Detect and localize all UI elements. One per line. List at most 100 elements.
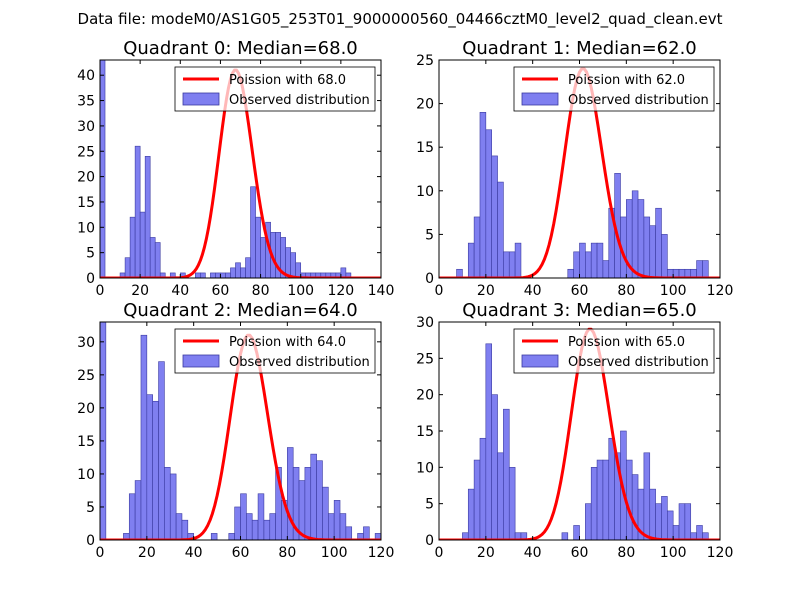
histogram-bar: [702, 532, 709, 540]
histogram-bar: [169, 473, 177, 540]
histogram-bar: [146, 394, 153, 540]
histogram-bar: [152, 400, 159, 540]
histogram-bar: [672, 525, 680, 540]
histogram-bar: [514, 242, 522, 278]
legend-line-label: Poission with 64.0: [229, 335, 346, 350]
histogram-bar: [479, 437, 487, 540]
histogram-bar: [655, 207, 662, 278]
histogram-bar: [228, 533, 235, 540]
legend-bar-label: Observed distribution: [568, 355, 709, 370]
histogram-bar: [631, 474, 639, 540]
histogram-bar: [149, 237, 156, 278]
x-tick-label: 20: [138, 545, 156, 561]
y-tick-label: 25: [77, 368, 95, 384]
x-tick-label: 20: [477, 545, 495, 561]
x-tick-label: 100: [321, 545, 348, 561]
histogram-bar: [678, 503, 686, 540]
x-tick-label: 120: [327, 283, 354, 299]
histogram-bar: [210, 272, 216, 278]
histogram-bar: [304, 467, 312, 540]
y-tick-label: 0: [86, 533, 95, 549]
x-tick-label: 40: [185, 545, 203, 561]
histogram-bar: [200, 272, 206, 278]
histogram-bar: [590, 467, 598, 540]
histogram-bar: [154, 242, 161, 278]
histogram-bar: [322, 486, 329, 540]
histogram-bar: [661, 496, 668, 540]
x-tick-label: 100: [660, 545, 687, 561]
histogram-bar: [257, 493, 265, 540]
legend: Poission with 62.0 Observed distribution: [513, 66, 715, 112]
histogram-bar: [195, 272, 201, 278]
histogram-bar: [175, 513, 183, 540]
histogram-bar: [328, 513, 335, 540]
histogram-bar: [287, 447, 294, 540]
histogram-bar: [345, 272, 352, 278]
histogram-bar: [649, 225, 656, 278]
x-tick-label: 80: [278, 545, 296, 561]
histogram-bar: [684, 503, 692, 540]
histogram-bar: [585, 503, 592, 540]
y-tick-label: 15: [416, 424, 434, 440]
x-tick-label: 0: [96, 545, 105, 561]
histogram-bar: [661, 234, 668, 278]
histogram-bar: [100, 60, 106, 278]
histogram-bar: [246, 513, 253, 540]
histogram-bar: [158, 361, 165, 540]
histogram-bar: [220, 272, 226, 278]
histogram-bar: [696, 260, 703, 278]
histogram-bar: [473, 216, 481, 278]
histogram-bar: [637, 199, 645, 278]
histogram-bar: [508, 467, 516, 540]
histogram-bar: [164, 467, 171, 540]
histogram-bar: [579, 242, 586, 278]
y-tick-label: 20: [77, 170, 95, 186]
y-tick-label: 20: [416, 97, 434, 113]
x-tick-label: 60: [232, 545, 250, 561]
histogram-bar: [520, 532, 528, 540]
y-tick-label: 30: [77, 335, 95, 351]
histogram-bar: [263, 519, 271, 540]
histogram-bar: [245, 257, 251, 278]
legend: Poission with 68.0 Observed distribution: [174, 66, 376, 112]
histogram-bar: [295, 262, 302, 278]
histogram-bar: [124, 257, 131, 278]
histogram-bar: [467, 242, 475, 278]
histogram-bar: [255, 216, 261, 278]
panel-quadrant-0: Quadrant 0: Median=68.00 20 40 60 80 100 120 14…: [77, 38, 394, 299]
histogram-bar: [240, 493, 247, 540]
y-tick-label: 15: [77, 434, 95, 450]
y-tick-label: 10: [416, 184, 434, 200]
histogram-bar: [339, 513, 347, 540]
x-tick-label: 0: [96, 283, 105, 299]
y-tick-label: 0: [86, 271, 95, 287]
y-tick-label: 25: [416, 351, 434, 367]
histogram-bar: [140, 334, 148, 540]
histogram-bar: [561, 532, 569, 540]
y-tick-label: 15: [416, 140, 434, 156]
legend-bar-swatch: [521, 354, 559, 368]
y-tick-label: 5: [425, 497, 434, 513]
histogram-bar: [159, 272, 166, 278]
histogram-bar: [251, 519, 259, 540]
histogram-bar: [573, 525, 580, 540]
y-tick-label: 25: [416, 53, 434, 69]
histogram-bar: [596, 459, 604, 540]
histogram-bar: [503, 251, 510, 278]
x-tick-label: 40: [171, 283, 189, 299]
histogram-bar: [643, 216, 651, 278]
panel-quadrant-3: Quadrant 3: Median=65.0 0 20 40 60 80 100 120 0 5…: [416, 300, 733, 561]
y-tick-label: 5: [425, 227, 434, 243]
panel-title: Quadrant 2: Median=64.0: [123, 300, 358, 321]
legend-line-label: Poission with 62.0: [568, 73, 685, 88]
histogram-bar: [128, 493, 136, 540]
histogram-bar: [260, 237, 266, 278]
x-tick-label: 20: [477, 283, 495, 299]
y-tick-label: 5: [86, 246, 95, 262]
x-tick-label: 80: [617, 545, 635, 561]
x-tick-label: 80: [252, 283, 270, 299]
histogram-bar: [631, 190, 639, 278]
histogram-bar: [333, 500, 341, 540]
histogram-bar: [250, 186, 256, 278]
